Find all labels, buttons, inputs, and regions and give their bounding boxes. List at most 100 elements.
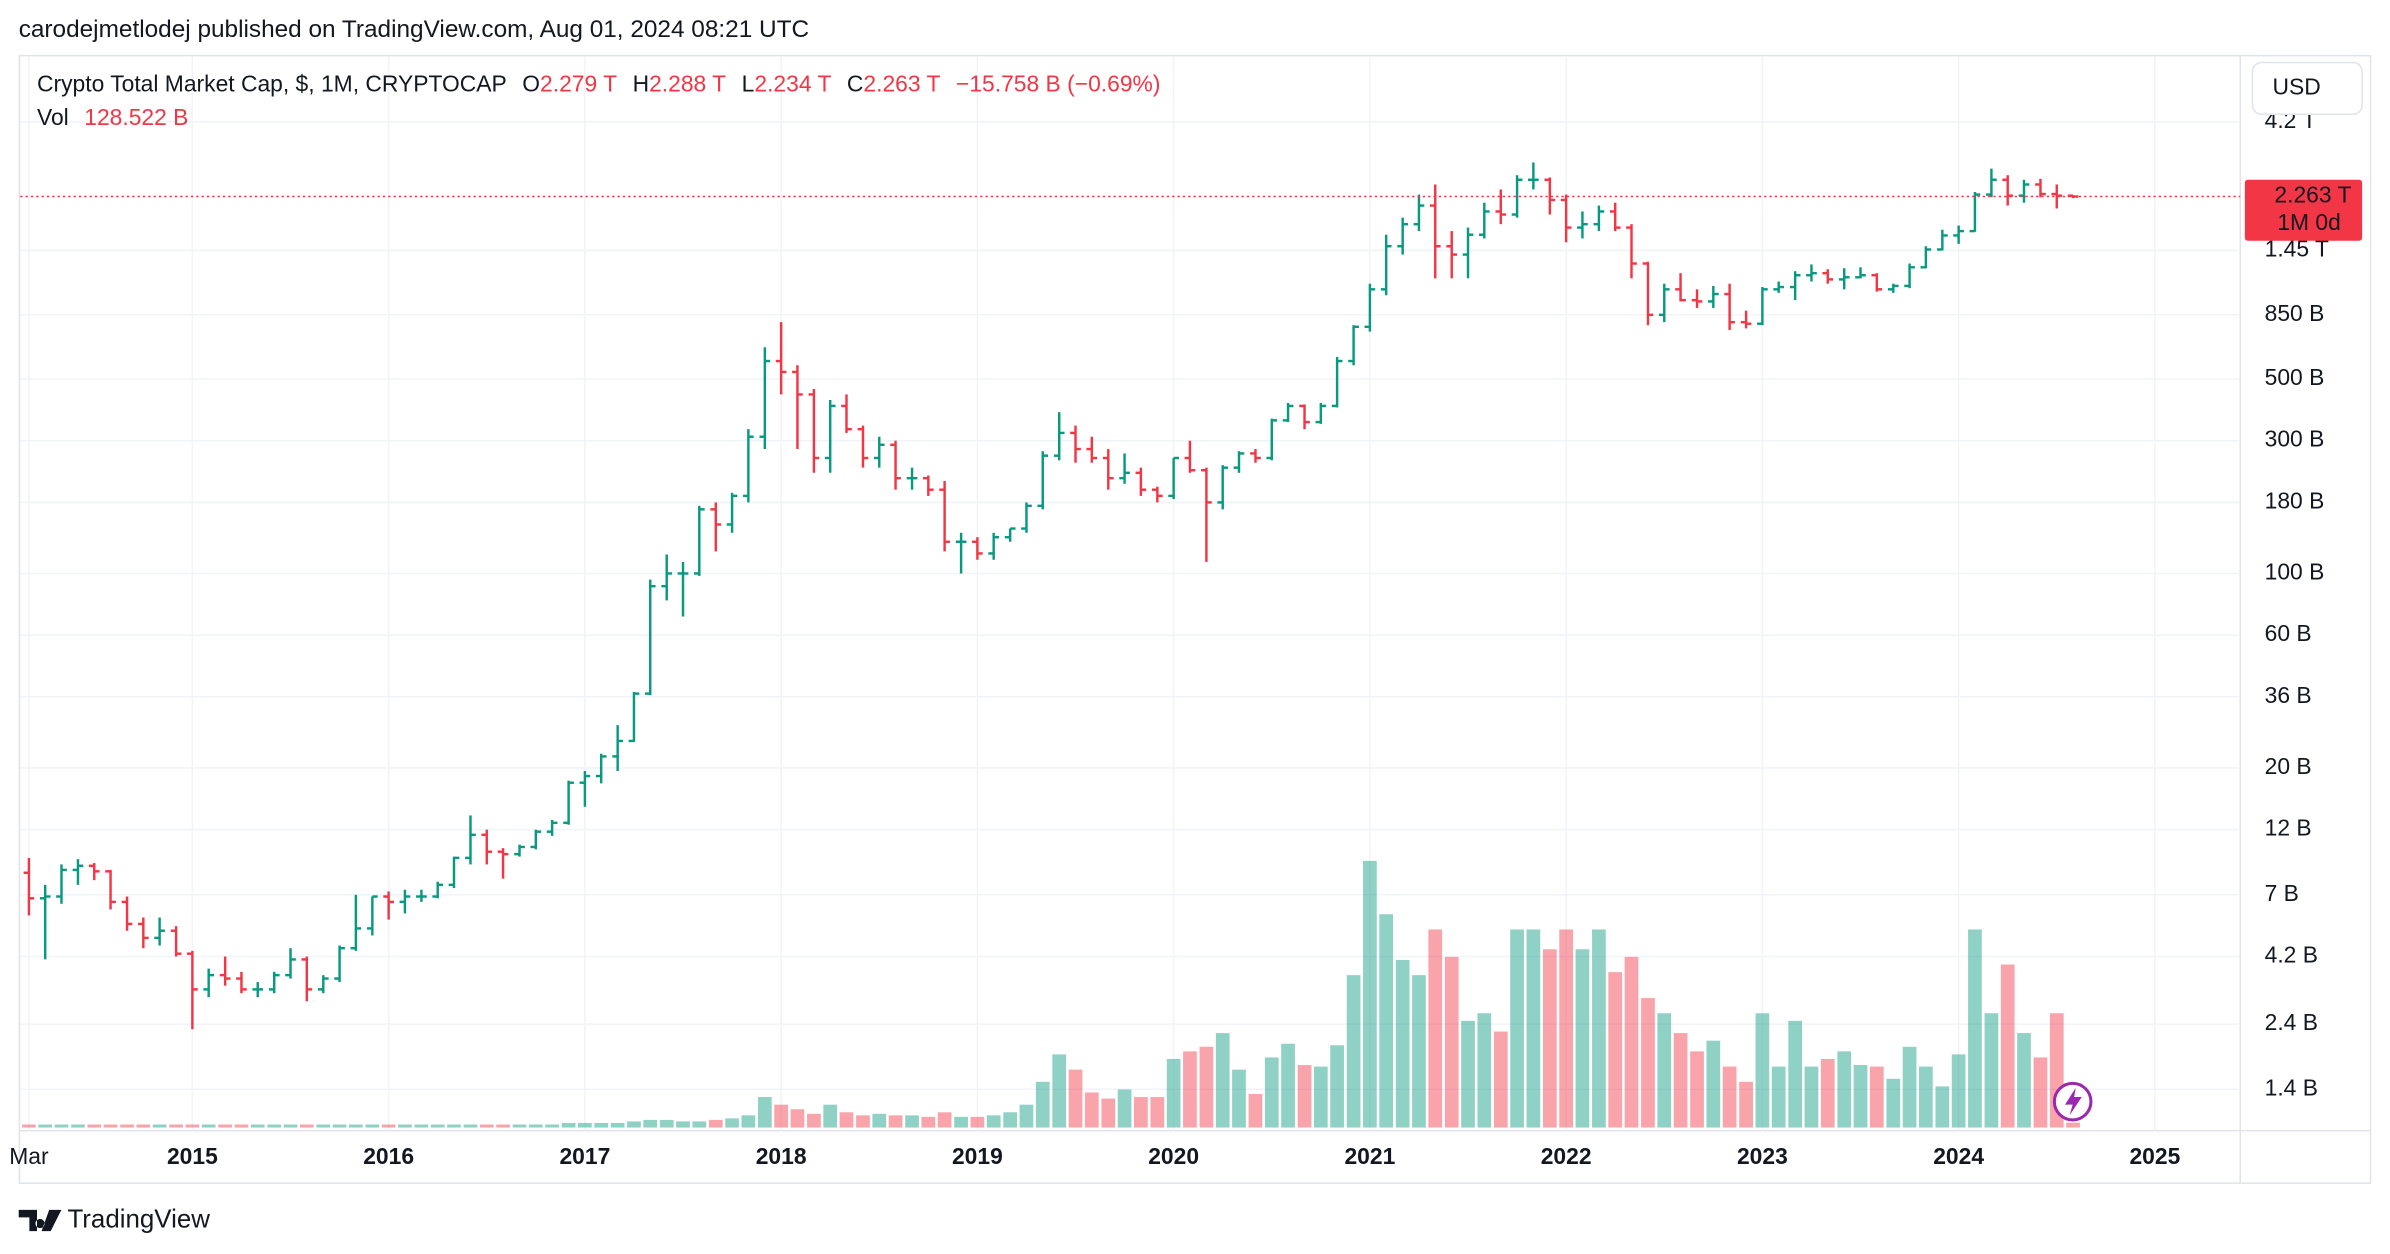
volume-bar xyxy=(692,1121,707,1128)
volume-bar xyxy=(201,1124,216,1128)
volume-bar xyxy=(267,1124,282,1128)
volume-bar xyxy=(1019,1104,1034,1128)
volume-bar xyxy=(627,1121,641,1128)
volume-bar xyxy=(152,1124,167,1128)
volume-bar xyxy=(1003,1112,1018,1128)
volume-bar xyxy=(1771,1066,1786,1128)
volume-bar xyxy=(136,1124,151,1128)
y-tick-label: 180 B xyxy=(2265,487,2325,513)
volume-bar xyxy=(463,1124,478,1128)
volume-bar xyxy=(1739,1081,1753,1128)
y-tick-label: 36 B xyxy=(2265,682,2312,708)
volume-bar xyxy=(937,1112,952,1128)
volume-bar xyxy=(283,1124,298,1128)
legend-value: 2.288 T xyxy=(649,70,726,96)
axes: 1.4 B 2.4 B 4.2 B 7 B 12 B 20 B 36 B 60 B 100 B 1… xyxy=(9,107,2363,1169)
volume-bar xyxy=(610,1122,625,1128)
volume-bar xyxy=(1134,1097,1148,1128)
volume-bar xyxy=(1706,1040,1721,1128)
volume-bar xyxy=(1215,1033,1230,1128)
volume-bar xyxy=(1297,1065,1312,1128)
volume-bar xyxy=(218,1124,233,1128)
volume-bar xyxy=(1542,949,1557,1128)
volume-bar xyxy=(169,1124,183,1128)
x-tick-label: 2020 xyxy=(1148,1143,1199,1169)
volume-bar xyxy=(1526,929,1541,1128)
volume-bar xyxy=(1902,1046,1917,1128)
legend-key: C xyxy=(847,70,863,96)
volume-bar xyxy=(1575,949,1590,1128)
volume-bar xyxy=(103,1124,118,1128)
last-price-box xyxy=(2244,179,2363,241)
volume-bar xyxy=(349,1124,363,1128)
volume-bar xyxy=(1869,1066,1884,1128)
volume-bar xyxy=(1199,1046,1214,1128)
volume-bar xyxy=(757,1097,772,1128)
volume-bar xyxy=(888,1115,903,1128)
volume-bar xyxy=(2033,1057,2048,1128)
volume-bar xyxy=(316,1124,331,1128)
volume-bar xyxy=(496,1124,510,1128)
volume-bar xyxy=(1755,1013,1770,1128)
volume-bar xyxy=(856,1115,870,1128)
volume-bar xyxy=(430,1124,445,1128)
volume-bar xyxy=(1346,975,1361,1128)
volume-bar xyxy=(807,1113,821,1128)
volume-bar xyxy=(839,1112,854,1128)
x-tick-label: 2016 xyxy=(363,1143,414,1169)
volume-bar xyxy=(659,1119,674,1128)
x-tick-label: 2021 xyxy=(1344,1143,1395,1169)
currency-label[interactable]: USD xyxy=(2273,73,2321,99)
legend-change: −15.758 B (−0.69%) xyxy=(956,70,1160,96)
volume-bar xyxy=(741,1115,756,1128)
volume-bar xyxy=(1264,1057,1279,1128)
volume-bar xyxy=(1886,1078,1901,1128)
bar-countdown: 1M 0d xyxy=(2277,209,2341,235)
currency-button[interactable] xyxy=(2251,61,2363,116)
volume-bar xyxy=(1788,1020,1803,1128)
legend-value: 2.279 T xyxy=(540,70,617,96)
volume-bar xyxy=(1968,929,1982,1128)
volume-bar xyxy=(1951,1054,1966,1128)
volume-bar xyxy=(381,1124,396,1128)
icon-bolt[interactable] xyxy=(2065,1087,2082,1116)
volume-bar xyxy=(1444,956,1459,1128)
legend-value: 128.522 B xyxy=(84,104,188,130)
volume-bar xyxy=(1461,1020,1475,1128)
volume-bar xyxy=(954,1116,968,1128)
volume-bar xyxy=(1313,1066,1328,1128)
y-tick-label: 1.4 B xyxy=(2265,1074,2318,1100)
volume-bar xyxy=(986,1115,1001,1128)
x-tick-label: 2023 xyxy=(1737,1143,1788,1169)
volume-bar xyxy=(332,1124,347,1128)
volume-series xyxy=(22,860,2080,1128)
volume-bar xyxy=(1493,1031,1508,1128)
volume-bar xyxy=(676,1121,690,1128)
volume-bar xyxy=(1477,1013,1492,1128)
volume-bar xyxy=(1820,1058,1835,1128)
volume-bar xyxy=(1183,1051,1197,1128)
volume-bar xyxy=(1068,1069,1083,1128)
realtime-icon[interactable] xyxy=(2052,1081,2093,1122)
volume-bar xyxy=(38,1124,53,1128)
volume-bar xyxy=(921,1116,936,1128)
legend-key: L xyxy=(742,70,755,96)
volume-bar xyxy=(823,1104,838,1128)
y-tick-label: 300 B xyxy=(2265,426,2325,452)
x-tick-label: Mar xyxy=(9,1143,49,1169)
volume-bar xyxy=(790,1109,805,1128)
y-tick-label: 500 B xyxy=(2265,364,2325,390)
volume-bar xyxy=(1984,1013,1999,1128)
volume-bar xyxy=(872,1113,887,1128)
logo-mark xyxy=(18,1209,62,1232)
volume-bar xyxy=(725,1118,739,1128)
volume-bar xyxy=(54,1124,69,1128)
volume-bar xyxy=(970,1116,985,1128)
volume-bar xyxy=(594,1122,609,1128)
volume-bar xyxy=(234,1124,249,1128)
volume-bar xyxy=(250,1124,265,1128)
volume-bar xyxy=(185,1124,200,1128)
volume-bar xyxy=(120,1124,134,1128)
volume-bar xyxy=(365,1124,380,1128)
